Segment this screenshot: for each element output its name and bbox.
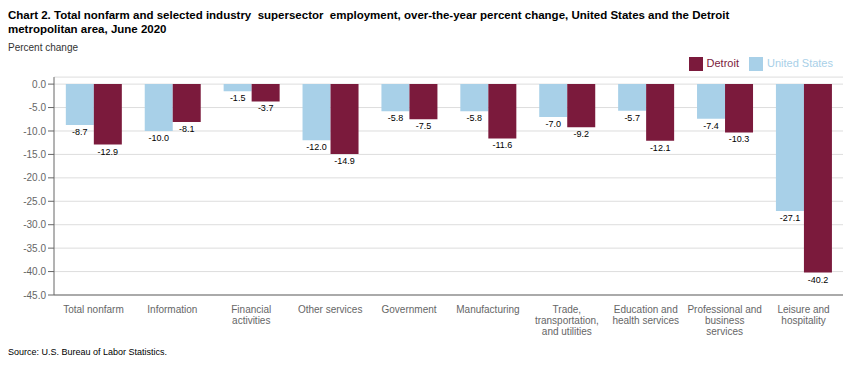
svg-text:-3.7: -3.7 — [258, 103, 274, 113]
html-text:Chart 2. Total nonfarm and sel: Chart 2. Total nonfarm and selected indu… — [8, 9, 730, 21]
svg-text:-7.4: -7.4 — [703, 121, 719, 131]
svg-text:-40.2: -40.2 — [808, 275, 829, 285]
svg-text:-35.0: -35.0 — [23, 243, 46, 254]
svg-text:-12.0: -12.0 — [306, 142, 327, 152]
svg-text:0.0: 0.0 — [32, 79, 46, 90]
html-text:United States: United States — [767, 57, 833, 69]
svg-text:-10.0: -10.0 — [23, 126, 46, 137]
svg-text:-8.1: -8.1 — [179, 124, 195, 134]
svg-text:-5.7: -5.7 — [624, 113, 640, 123]
svg-text:-12.9: -12.9 — [98, 147, 119, 157]
svg-text:Manufacturing: Manufacturing — [456, 304, 519, 315]
svg-text:Leisure andhospitality: Leisure andhospitality — [777, 304, 829, 326]
svg-text:-14.9: -14.9 — [334, 156, 355, 166]
svg-text:-30.0: -30.0 — [23, 219, 46, 230]
svg-text:-10.0: -10.0 — [148, 133, 169, 143]
svg-text:-40.0: -40.0 — [23, 266, 46, 277]
svg-text:-8.7: -8.7 — [72, 127, 88, 137]
html-text:Percent change: Percent change — [8, 42, 79, 53]
svg-text:-1.5: -1.5 — [230, 93, 246, 103]
svg-text:-20.0: -20.0 — [23, 172, 46, 183]
svg-text:-15.0: -15.0 — [23, 149, 46, 160]
svg-text:Government: Government — [382, 304, 437, 315]
html-text:Detroit: Detroit — [706, 57, 739, 69]
svg-text:Professional andbusinessservic: Professional andbusinessservices — [687, 304, 762, 337]
svg-text:-7.5: -7.5 — [416, 121, 432, 131]
svg-text:Education andhealth services: Education andhealth services — [612, 304, 679, 326]
svg-text:Financialactivities: Financialactivities — [231, 304, 271, 326]
svg-text:-27.1: -27.1 — [780, 213, 801, 223]
svg-text:-25.0: -25.0 — [23, 196, 46, 207]
svg-text:-5.8: -5.8 — [467, 113, 483, 123]
html-text:Source: U.S. Bureau of Labor S: Source: U.S. Bureau of Labor Statistics. — [8, 347, 168, 357]
svg-text:-5.8: -5.8 — [388, 113, 404, 123]
html-text:metropolitan area, June 2020: metropolitan area, June 2020 — [8, 23, 167, 35]
svg-text:Trade,transportation,and utili: Trade,transportation,and utilities — [535, 304, 599, 337]
svg-text:Total nonfarm: Total nonfarm — [63, 304, 124, 315]
svg-text:-5.0: -5.0 — [29, 102, 47, 113]
svg-text:-10.3: -10.3 — [729, 134, 750, 144]
svg-text:-7.0: -7.0 — [545, 119, 561, 129]
svg-text:Other services: Other services — [298, 304, 362, 315]
svg-text:Information: Information — [147, 304, 197, 315]
svg-text:-9.2: -9.2 — [573, 129, 589, 139]
svg-text:-45.0: -45.0 — [23, 290, 46, 301]
svg-text:-11.6: -11.6 — [492, 140, 512, 150]
svg-text:-12.1: -12.1 — [650, 143, 671, 153]
